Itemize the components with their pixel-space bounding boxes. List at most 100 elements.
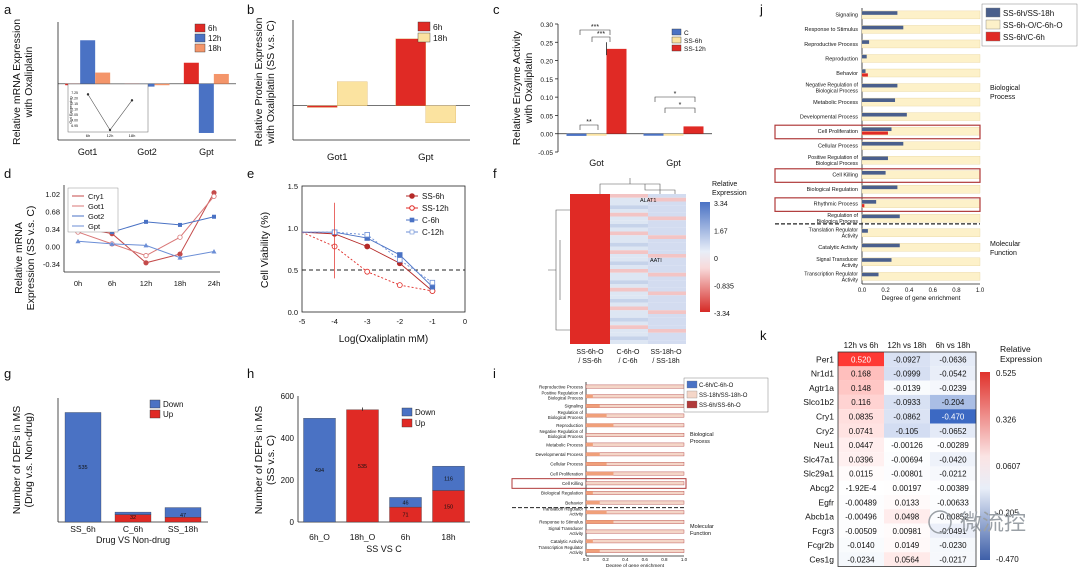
k-cell-value: 0.520 (851, 355, 872, 364)
f-cell (648, 239, 686, 243)
i-bar-blue (862, 200, 877, 204)
f-cell (610, 224, 648, 228)
f-cell (648, 276, 686, 281)
j-bar-bg (585, 500, 685, 505)
b-bar (337, 81, 368, 106)
a-bar (213, 73, 229, 84)
k-cell-value: 0.0741 (849, 427, 874, 436)
i-bar-blue (862, 40, 870, 44)
f-cell (648, 220, 686, 224)
f-colorbar (700, 202, 710, 312)
i-legend-swatch (985, 19, 1001, 30)
i-bar-red (862, 131, 888, 135)
f-cell (610, 269, 648, 273)
i-bar-blue (862, 258, 892, 262)
f-cell (648, 306, 686, 311)
i-bar-blue (862, 25, 904, 30)
h-value-label: 535 (358, 464, 367, 470)
i-bar-bg (861, 83, 981, 92)
f-cell (648, 310, 686, 314)
g-bar (64, 412, 102, 523)
i-bar-blue (862, 185, 898, 190)
k-cell-value: -0.00852 (937, 513, 969, 522)
k-cell-value: 0.0396 (849, 455, 874, 464)
f-cell (648, 280, 686, 284)
f-cell (610, 261, 648, 266)
k-cell (838, 509, 884, 524)
a-inset-ytick: 7.15 (71, 102, 78, 106)
i-bar-bg (861, 25, 981, 34)
i-bar-blue (862, 214, 900, 219)
e-legend-label: C-6h (422, 216, 439, 225)
k-cell-value: -0.470 (942, 412, 965, 421)
e-point (397, 252, 403, 258)
j-category-label: Metabolic Process (546, 442, 584, 447)
h-value-label: 71 (402, 513, 408, 519)
d-legend-label: Got1 (88, 202, 104, 211)
f-col-label: / C-6h (618, 358, 637, 365)
a-legend-swatch (194, 23, 206, 33)
f-cell (610, 336, 648, 341)
k-col-label: 12h vs 6h (844, 341, 879, 350)
g-xlabel: Drug VS Non-drug (96, 535, 170, 545)
e-ytick-label: 0.5 (288, 266, 298, 275)
k-cbar-tick: 0.525 (996, 369, 1017, 378)
j-xtick-label: 1.0 (681, 557, 688, 562)
i-xtick-label: 0.2 (881, 288, 890, 294)
k-cell-value: -0.0239 (939, 384, 967, 393)
k-cell (930, 452, 976, 467)
c-ytick-label: 0.30 (540, 22, 553, 29)
f-cell (610, 257, 648, 262)
c-tick-label: Gpt (666, 158, 681, 168)
k-col-label: 6h vs 18h (936, 341, 971, 350)
g-value-label: 32 (130, 515, 136, 521)
f-cell (610, 265, 648, 269)
f-cell (610, 220, 648, 224)
k-cell (884, 495, 930, 510)
f-cell (648, 265, 686, 269)
j-category-label: Reproductive Process (539, 384, 584, 389)
k-cell (838, 380, 884, 395)
d-xtick-label: 24h (208, 279, 221, 288)
h-value-label: 46 (402, 500, 408, 506)
j-category-label: Developmental Process (535, 452, 583, 457)
c-ytick-label: 0.20 (540, 59, 553, 66)
panel-letter-b: b (247, 2, 254, 17)
h-bar (303, 418, 336, 523)
i-category-label: Developmental Process (800, 114, 858, 120)
f-cell (648, 231, 686, 236)
f-cell (648, 317, 686, 322)
j-group-label-2: Function (690, 531, 711, 537)
c-bar (643, 133, 664, 136)
b-tick-label: Gpt (418, 152, 434, 163)
j-category-label: Activity (569, 531, 583, 536)
f-cell (648, 284, 686, 288)
k-cell (930, 480, 976, 495)
h-ylabel-2: (SS v.s. C) (265, 435, 277, 485)
j-bar-fill (586, 394, 593, 398)
d-ylabel: Relative mRNA (13, 222, 25, 294)
b-legend-label: 6h (433, 22, 443, 32)
h-value-label: 494 (315, 468, 324, 474)
i-bar-bg (861, 54, 981, 63)
a-inset-point (130, 99, 134, 102)
k-cell (838, 394, 884, 410)
e-legend-marker (409, 193, 415, 199)
k-cell (930, 523, 976, 538)
d-xtick-label: 0h (74, 279, 82, 288)
f-cell (610, 242, 648, 247)
e-legend-label: SS-6h (422, 192, 444, 201)
c-legend-label: C (684, 30, 689, 37)
k-cell (838, 466, 884, 481)
f-cell (610, 227, 648, 232)
k-row-label: Cry1 (816, 411, 834, 421)
k-cell-value: -0.0140 (847, 541, 875, 550)
a-tick-label: Got1 (78, 147, 98, 157)
k-cbar-title: Relative (1000, 344, 1031, 354)
d-ytick-label: 1.02 (45, 190, 60, 199)
f-cbar-tick: 3.34 (714, 201, 728, 208)
a-inset-xtick: 6h (86, 133, 90, 138)
k-cell (838, 437, 884, 453)
b-ylabel: Relative Protein Expression (253, 17, 265, 146)
c-sig-bracket (579, 124, 599, 130)
